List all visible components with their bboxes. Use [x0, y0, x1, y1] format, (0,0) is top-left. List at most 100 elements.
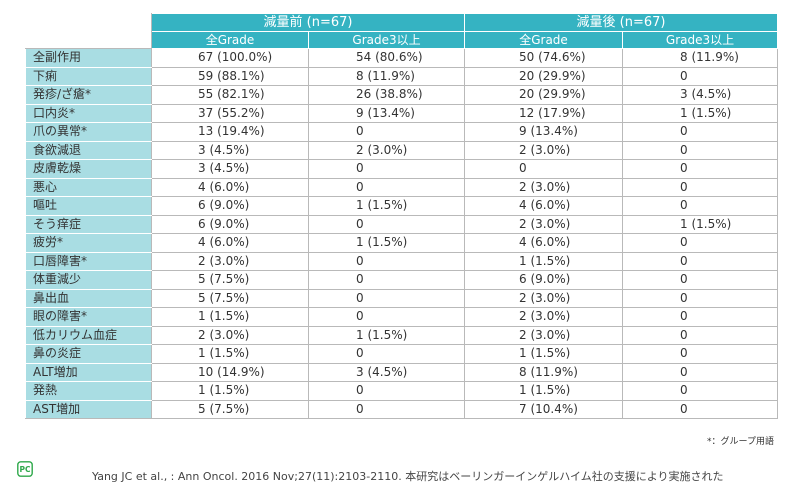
table-cell: 2 (3.0%) — [464, 177, 624, 197]
table-cell: 1 (1.5%) — [151, 307, 309, 327]
row-label: ALT増加 — [25, 362, 152, 382]
header-corner — [25, 13, 152, 49]
table-cell: 55 (82.1%) — [151, 85, 309, 105]
table-cell: 0 — [622, 159, 779, 179]
table-cell: 3 (4.5%) — [307, 362, 466, 382]
footnote-group-term: *：グループ用語 — [707, 437, 774, 447]
row-label: 嘔吐 — [25, 196, 152, 216]
table-cell: 0 — [622, 233, 779, 253]
table-cell: 5 (7.5%) — [151, 399, 309, 419]
adverse-events-table-container: 減量前 (n=67) 減量後 (n=67) 全Grade Grade3以上 全G… — [25, 13, 779, 432]
table-cell: 2 (3.0%) — [464, 214, 624, 234]
table-cell: 0 — [464, 159, 624, 179]
table-row: そう痒症 6 (9.0%) 0 2 (3.0%) 1 (1.5%) — [25, 214, 779, 234]
table-cell: 1 (1.5%) — [622, 214, 779, 234]
header-after-reduction: 減量後 (n=67) — [464, 13, 779, 32]
table-row: 皮膚乾燥 3 (4.5%) 0 0 0 — [25, 159, 779, 179]
table-row: 発熱 1 (1.5%) 0 1 (1.5%) 0 — [25, 381, 779, 401]
table-cell: 0 — [622, 196, 779, 216]
table-cell: 0 — [622, 177, 779, 197]
table-cell: 4 (6.0%) — [464, 233, 624, 253]
table-cell: 20 (29.9%) — [464, 66, 624, 86]
table-cell: 4 (6.0%) — [464, 196, 624, 216]
table-row: 鼻出血 5 (7.5%) 0 2 (3.0%) 0 — [25, 288, 779, 308]
table-cell: 0 — [622, 399, 779, 419]
table-row: 悪心 4 (6.0%) 0 2 (3.0%) 0 — [25, 177, 779, 197]
table-cell: 2 (3.0%) — [151, 251, 309, 271]
table-cell: 0 — [622, 251, 779, 271]
table-cell: 6 (9.0%) — [151, 196, 309, 216]
row-label: 口唇障害* — [25, 251, 152, 271]
table-row: 発疹/ざ瘡* 55 (82.1%) 26 (38.8%) 20 (29.9%) 3 (4… — [25, 85, 779, 105]
table-cell: 54 (80.6%) — [307, 48, 466, 68]
table-cell: 0 — [307, 122, 466, 142]
table-cell: 3 (4.5%) — [151, 140, 309, 160]
table-cell: 2 (3.0%) — [307, 140, 466, 160]
row-label: 発疹/ざ瘡* — [25, 85, 152, 105]
svg-text:PC: PC — [19, 465, 30, 474]
table-cell: 8 (11.9%) — [307, 66, 466, 86]
table-cell: 0 — [307, 251, 466, 271]
row-label: 下痢 — [25, 66, 152, 86]
table-cell: 0 — [307, 214, 466, 234]
table-cell: 0 — [307, 344, 466, 364]
citation-footer: Yang JC et al., : Ann Oncol. 2016 Nov;27… — [92, 470, 724, 483]
table-row: 食欲減退 3 (4.5%) 2 (3.0%) 2 (3.0%) 0 — [25, 140, 779, 160]
table-cell: 13 (19.4%) — [151, 122, 309, 142]
table-row: 爪の異常* 13 (19.4%) 0 9 (13.4%) 0 — [25, 122, 779, 142]
table-cell: 4 (6.0%) — [151, 177, 309, 197]
table-cell: 6 (9.0%) — [151, 214, 309, 234]
table-cell: 12 (17.9%) — [464, 103, 624, 123]
table-cell: 0 — [622, 66, 779, 86]
table-row: 低カリウム血症 2 (3.0%) 1 (1.5%) 2 (3.0%) 0 — [25, 325, 779, 345]
table-row: 口内炎* 37 (55.2%) 9 (13.4%) 12 (17.9%) 1 (1.5%… — [25, 103, 779, 123]
row-label: 低カリウム血症 — [25, 325, 152, 345]
table-cell: 67 (100.0%) — [151, 48, 309, 68]
row-label: AST増加 — [25, 399, 152, 419]
table-cell: 0 — [307, 177, 466, 197]
table-cell: 0 — [622, 270, 779, 290]
table-cell: 8 (11.9%) — [464, 362, 624, 382]
table-cell: 0 — [622, 344, 779, 364]
table-cell: 20 (29.9%) — [464, 85, 624, 105]
table-row: 疲労* 4 (6.0%) 1 (1.5%) 4 (6.0%) 0 — [25, 233, 779, 253]
row-label: 鼻出血 — [25, 288, 152, 308]
table-cell: 2 (3.0%) — [464, 325, 624, 345]
table-cell: 3 (4.5%) — [622, 85, 779, 105]
row-label: そう痒症 — [25, 214, 152, 234]
table-cell: 50 (74.6%) — [464, 48, 624, 68]
row-label: 疲労* — [25, 233, 152, 253]
row-label: 爪の異常* — [25, 122, 152, 142]
table-cell: 59 (88.1%) — [151, 66, 309, 86]
table-cell: 1 (1.5%) — [151, 381, 309, 401]
table-cell: 26 (38.8%) — [307, 85, 466, 105]
header-before-reduction: 減量前 (n=67) — [150, 13, 466, 32]
table-cell: 1 (1.5%) — [307, 196, 466, 216]
table-cell: 0 — [622, 325, 779, 345]
table-cell: 0 — [622, 140, 779, 160]
table-cell: 9 (13.4%) — [464, 122, 624, 142]
table-cell: 1 (1.5%) — [464, 381, 624, 401]
table-cell: 0 — [307, 270, 466, 290]
table-cell: 5 (7.5%) — [151, 270, 309, 290]
row-label: 口内炎* — [25, 103, 152, 123]
table-cell: 6 (9.0%) — [464, 270, 624, 290]
table-cell: 0 — [307, 159, 466, 179]
table-cell: 0 — [307, 399, 466, 419]
table-row: 体重減少 5 (7.5%) 0 6 (9.0%) 0 — [25, 270, 779, 290]
row-label: 眼の障害* — [25, 307, 152, 327]
table-cell: 2 (3.0%) — [464, 288, 624, 308]
table-row: 下痢 59 (88.1%) 8 (11.9%) 20 (29.9%) 0 — [25, 66, 779, 86]
table-cell: 9 (13.4%) — [307, 103, 466, 123]
table-cell: 7 (10.4%) — [464, 399, 624, 419]
row-label: 悪心 — [25, 177, 152, 197]
table-cell: 2 (3.0%) — [151, 325, 309, 345]
subheader-grade3-after: Grade3以上 — [622, 31, 779, 49]
table-cell: 5 (7.5%) — [151, 288, 309, 308]
row-label: 体重減少 — [25, 270, 152, 290]
table-cell: 0 — [622, 307, 779, 327]
table-cell: 1 (1.5%) — [622, 103, 779, 123]
table-cell: 0 — [307, 381, 466, 401]
table-cell: 2 (3.0%) — [464, 140, 624, 160]
subheader-all-grade-before: 全Grade — [151, 31, 309, 49]
